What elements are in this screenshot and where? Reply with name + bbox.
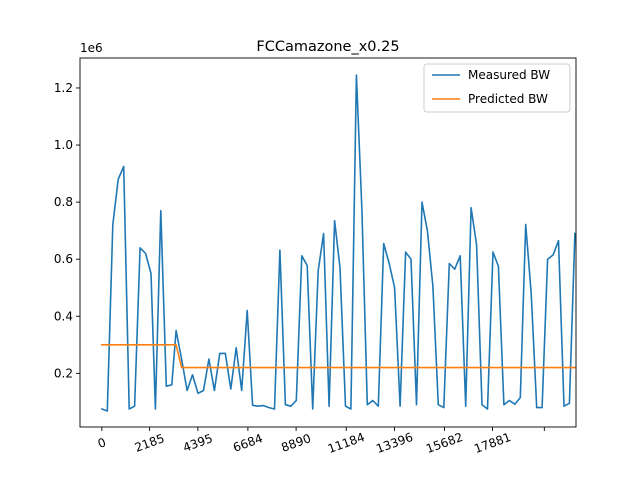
y-tick-label: 0.2 [54,366,73,380]
plot-area [100,74,576,412]
legend-label: Measured BW [468,68,550,82]
chart-title: FCCamazone_x0.25 [256,39,399,55]
y-tick-label: 0.6 [54,252,73,266]
y-tick-label: 0.8 [54,195,73,209]
y-tick-label: 1.2 [54,81,73,95]
legend: Measured BW Predicted BW [423,63,571,113]
legend-label: Predicted BW [468,92,548,106]
x-tick-label: 0 [96,435,108,451]
axes-frame [79,57,577,428]
y-axis-offset-label: 1e6 [80,41,103,55]
y-tick-label: 1.0 [54,138,73,152]
y-axis: 0.2 0.4 0.6 0.8 1.0 1.2 [54,81,80,380]
series-line-predicted-bw [101,344,576,369]
legend-box [423,63,571,113]
series-line-measured-bw [100,74,576,412]
y-tick-label: 0.4 [54,309,73,323]
